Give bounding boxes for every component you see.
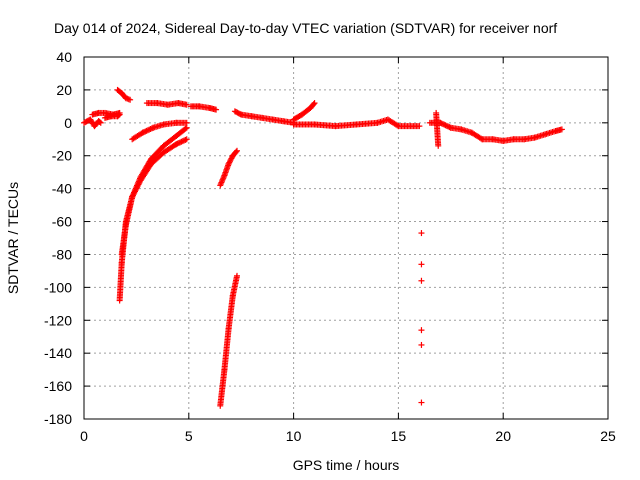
data-point [178,138,185,145]
data-point [183,119,190,126]
data-point [418,327,425,334]
y-tick-label: -80 [52,246,72,262]
data-point [182,125,189,132]
data-point [173,141,180,148]
data-point [148,125,155,132]
data-point [445,123,452,130]
data-point [144,127,151,134]
data-point [418,230,425,237]
data-point [443,122,450,129]
data-point [175,139,182,146]
data-point [477,135,484,142]
y-tick-label: 0 [64,115,72,131]
data-point [116,111,123,118]
data-point [234,147,241,154]
data-point [139,129,146,136]
data-point [96,118,103,125]
data-point [115,112,122,119]
y-tick-label: -40 [52,181,72,197]
data-layer [81,86,565,409]
chart-title: Day 014 of 2024, Sidereal Day-to-day VTE… [54,20,557,36]
data-point [177,139,184,146]
data-point [147,125,154,132]
data-point [227,156,234,163]
data-point [416,123,423,130]
data-point [142,128,149,135]
y-tick-label: -120 [44,312,72,328]
data-point [143,127,150,134]
data-point [234,272,241,279]
y-tick-label: 40 [56,49,72,65]
data-point [225,160,232,167]
y-tick-label: -160 [44,378,72,394]
data-point [435,142,442,149]
y-axis-title: SDTVAR / TECUs [5,182,21,294]
x-tick-label: 5 [185,428,193,444]
data-point [394,122,401,129]
data-point [310,101,317,108]
data-point [558,126,565,133]
y-tick-label: -60 [52,214,72,230]
data-point [418,277,425,284]
data-point [140,129,147,136]
data-point [446,124,453,131]
data-point [418,261,425,268]
data-point [311,100,318,107]
y-tick-label: -180 [44,411,72,427]
y-tick-label: -140 [44,345,72,361]
data-point [127,96,134,103]
data-point [183,136,190,143]
x-tick-label: 25 [600,428,616,444]
data-point [418,341,425,348]
data-point [181,137,188,144]
plot-frame [83,56,609,420]
data-point [174,140,181,147]
tick-layer: 0 5 10 15 20 25 -180 -160 -140 -120 -100 -80 -60 -40 -… [44,49,616,444]
data-point [182,136,189,143]
x-tick-label: 10 [286,428,302,444]
data-point [441,121,448,128]
x-axis-title: GPS time / hours [293,457,400,473]
data-point [213,106,220,113]
data-point [97,119,104,126]
data-point [233,148,240,155]
data-point [183,101,190,108]
x-tick-label: 20 [495,428,511,444]
data-point [439,121,446,128]
x-tick-label: 0 [80,428,88,444]
data-point [227,158,234,165]
grid-layer [84,57,608,419]
y-tick-label: -20 [52,148,72,164]
data-point [418,399,425,406]
data-point [228,155,235,162]
data-point [179,138,186,145]
x-tick-label: 15 [391,428,407,444]
data-point [146,126,153,133]
y-tick-label: 20 [56,82,72,98]
y-tick-label: -100 [44,279,72,295]
data-point [442,122,449,129]
data-point [236,110,243,117]
data-point [226,159,233,166]
